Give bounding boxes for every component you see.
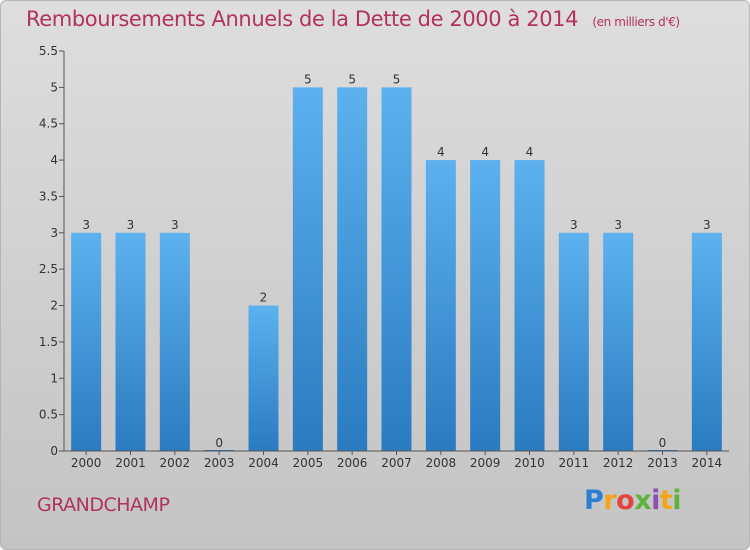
- x-axis: 2000 2001 2002 2003 2004 2005 2006 2007 2008 2009…: [64, 450, 729, 470]
- bar: [159, 232, 190, 451]
- y-tick-label: 3: [50, 226, 58, 240]
- y-tick-label: 3.5: [39, 189, 58, 203]
- bar-value-label: 5: [348, 72, 356, 86]
- x-tick-label: 2003: [204, 456, 235, 470]
- x-tick-label: 2012: [603, 456, 634, 470]
- y-tick-label: 2: [50, 299, 58, 313]
- bar-value-label: 3: [570, 218, 578, 232]
- bar: [115, 232, 146, 451]
- bar-value-label: 3: [703, 218, 711, 232]
- x-tick-label: 2008: [426, 456, 457, 470]
- bar-value-label: 4: [437, 145, 445, 159]
- bar: [425, 160, 456, 451]
- title-text: Remboursements Annuels de la Dette de 20…: [26, 7, 579, 31]
- x-tick-label: 2004: [248, 456, 279, 470]
- y-tick-label: 1: [50, 371, 58, 385]
- bar-value-label: 5: [393, 72, 401, 86]
- x-tick-label: 2013: [647, 456, 678, 470]
- commune-name: GRANDCHAMP: [37, 494, 170, 516]
- chart-title: Remboursements Annuels de la Dette de 20…: [26, 7, 680, 31]
- x-tick-label: 2009: [470, 456, 501, 470]
- bar: [558, 232, 589, 451]
- bar: [248, 305, 279, 451]
- bar-value-label: 3: [82, 218, 90, 232]
- bar-value-label: 0: [659, 436, 667, 450]
- y-tick-label: 5.5: [39, 44, 58, 58]
- bar-value-label: 3: [614, 218, 622, 232]
- title-unit: (en milliers d'€): [592, 15, 680, 29]
- bars: 3 3 3 0 2 5 5 5 4 4 4 3 3 0 3: [71, 72, 722, 451]
- bar: [337, 87, 368, 451]
- y-tick-label: 2.5: [39, 262, 58, 276]
- y-tick-label: 5: [50, 80, 58, 94]
- x-tick-label: 2011: [559, 456, 590, 470]
- bar: [292, 87, 323, 451]
- y-tick-label: 0.5: [39, 408, 58, 422]
- x-tick-label: 2007: [381, 456, 412, 470]
- bar: [691, 232, 722, 451]
- x-tick-label: 2000: [71, 456, 102, 470]
- x-tick-label: 2001: [115, 456, 146, 470]
- bar-value-label: 0: [215, 436, 223, 450]
- x-tick-label: 2010: [514, 456, 545, 470]
- proxiti-logo[interactable]: Proxiti: [584, 485, 682, 516]
- y-tick-label: 0: [50, 444, 58, 458]
- y-tick-label: 4.5: [39, 117, 58, 131]
- bar-value-label: 5: [304, 72, 312, 86]
- y-tick-label: 1.5: [39, 335, 58, 349]
- x-tick-label: 2006: [337, 456, 368, 470]
- x-tick-label: 2005: [293, 456, 324, 470]
- x-tick-label: 2002: [160, 456, 191, 470]
- bar: [71, 232, 102, 451]
- bar-value-label: 4: [526, 145, 534, 159]
- bar: [514, 160, 545, 451]
- x-tick-label: 2014: [692, 456, 723, 470]
- bar-value-label: 3: [171, 218, 179, 232]
- bar: [603, 232, 634, 451]
- y-tick-label: 4: [50, 153, 58, 167]
- bar: [470, 160, 501, 451]
- bar-value-label: 4: [481, 145, 489, 159]
- y-axis: 0 0.5 1 1.5 2 2.5 3 3.5 4 4.5 5 5.5: [39, 44, 65, 458]
- bar-value-label: 3: [127, 218, 135, 232]
- bar: [381, 87, 412, 451]
- bar-value-label: 2: [260, 291, 268, 305]
